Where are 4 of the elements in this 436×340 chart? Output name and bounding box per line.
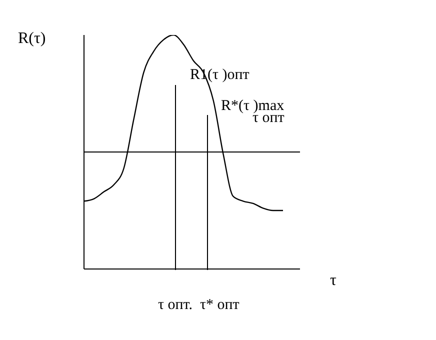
- y-axis-title: R(τ): [18, 30, 46, 48]
- text: τ опт. τ* опт: [158, 297, 240, 314]
- annotation: R*(τ )max: [221, 98, 284, 114]
- x-axis-title: τ: [330, 272, 336, 290]
